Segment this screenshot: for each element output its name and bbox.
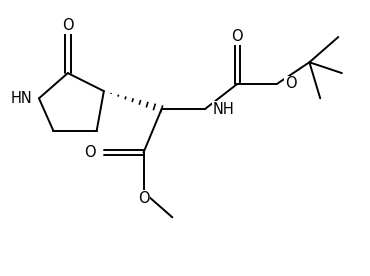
Text: O: O [62, 18, 74, 33]
Text: O: O [232, 29, 243, 44]
Text: O: O [138, 191, 149, 206]
Text: O: O [84, 145, 96, 160]
Text: HN: HN [11, 91, 33, 106]
Text: O: O [285, 76, 296, 91]
Text: NH: NH [213, 102, 235, 117]
